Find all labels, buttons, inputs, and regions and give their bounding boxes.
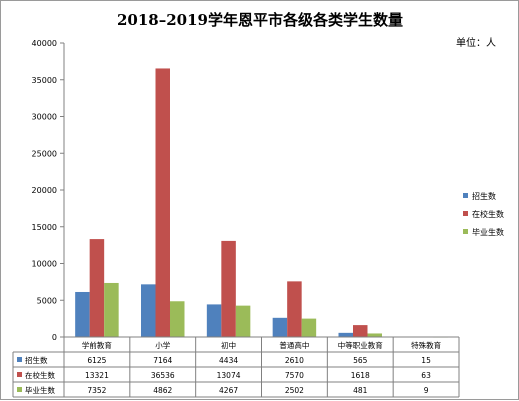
table-row-swatch (17, 387, 22, 392)
table-cell-value: 63 (421, 371, 431, 380)
table-cell-value: 13074 (217, 371, 241, 380)
bar (235, 305, 251, 337)
table-cell-value: 7164 (153, 356, 172, 365)
unit-label: 单位：人 (456, 36, 496, 49)
y-tick-label: 0 (52, 333, 57, 342)
table-cell-value: 1618 (351, 371, 370, 380)
legend-label: 毕业生数 (472, 227, 504, 237)
y-tick-label: 5000 (37, 296, 57, 305)
table-row-label: 在校生数 (25, 370, 55, 380)
bar (206, 304, 222, 337)
bar (301, 318, 317, 337)
table-cell-value: 9 (424, 386, 429, 395)
table-cell-value: 481 (353, 386, 368, 395)
category-label: 普通高中 (279, 340, 309, 350)
table-cell-value: 2502 (285, 386, 304, 395)
bar (272, 317, 288, 337)
y-tick-label: 10000 (32, 260, 57, 269)
table-row-label: 招生数 (25, 355, 48, 365)
y-tick-label: 25000 (32, 149, 57, 158)
category-label: 中等职业教育 (338, 340, 383, 350)
y-tick-label: 20000 (32, 186, 57, 195)
y-tick-label: 15000 (32, 223, 57, 232)
table-cell-value: 36536 (151, 371, 175, 380)
table-cell-value: 7570 (285, 371, 304, 380)
bar (155, 68, 170, 338)
table-cell-value: 13321 (85, 371, 109, 380)
table-cell-value: 6125 (87, 356, 106, 365)
category-label: 特殊教育 (411, 340, 441, 350)
table-row-label: 毕业生数 (25, 385, 55, 395)
table-cell-value: 7352 (87, 386, 106, 395)
bar (104, 282, 119, 337)
legend-label: 在校生数 (472, 209, 504, 219)
y-tick-label: 40000 (32, 39, 57, 48)
bar (367, 333, 382, 337)
table-cell-value: 565 (353, 356, 368, 365)
legend-label: 招生数 (472, 191, 496, 201)
bar (338, 332, 353, 337)
category-label: 小学 (155, 340, 170, 350)
axis-group: 0 5000 10000 15000 20000 25000 30000 35000 40000 (32, 39, 65, 342)
chart-title: 2018–2019学年恩平市各级各类学生数量 (117, 11, 403, 29)
category-label: 初中 (221, 340, 236, 350)
bar (75, 291, 90, 337)
legend-swatch (463, 193, 468, 198)
bars-group (75, 68, 448, 338)
category-label: 学前教育 (82, 340, 112, 350)
table-cell-value: 4434 (219, 356, 238, 365)
table-cell-value: 2610 (285, 356, 304, 365)
bar (353, 325, 368, 337)
bar (141, 284, 156, 337)
bar (89, 239, 105, 337)
legend-swatch (463, 229, 468, 234)
table-cell-value: 15 (421, 356, 431, 365)
y-tick-label: 35000 (32, 76, 57, 85)
bar (287, 281, 302, 337)
bar (170, 301, 185, 337)
table-cell-value: 4267 (219, 386, 238, 395)
y-tick-label: 30000 (32, 113, 57, 122)
bar (221, 240, 236, 337)
table-row-swatch (17, 357, 22, 362)
legend-swatch (463, 211, 468, 216)
table-cell-value: 4862 (153, 386, 172, 395)
table-row-swatch (17, 372, 22, 377)
